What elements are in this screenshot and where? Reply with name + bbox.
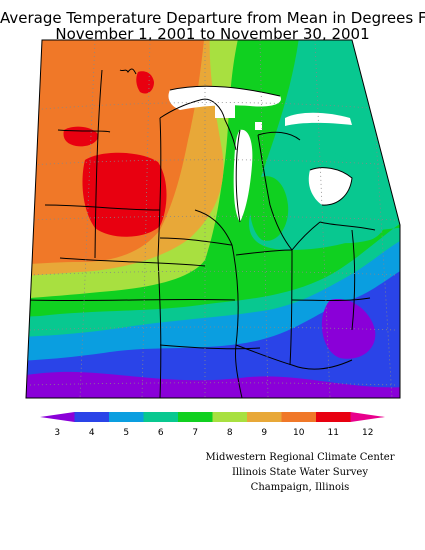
legend-label: 12 xyxy=(362,428,373,438)
lake-huron-body xyxy=(308,167,352,206)
band-11-north xyxy=(63,126,99,147)
legend-swatch-4 xyxy=(178,412,213,422)
legend-label: 3 xyxy=(54,428,60,438)
legend-label: 7 xyxy=(192,428,198,438)
legend-swatch-0 xyxy=(40,412,75,422)
legend-swatch-2 xyxy=(109,412,144,422)
legend-swatch-8 xyxy=(316,412,351,422)
state-line-iowa-north xyxy=(159,237,233,246)
band-7-lake-region xyxy=(249,176,289,241)
state-line-ohio xyxy=(291,297,371,301)
lake-superior xyxy=(168,86,281,110)
lake-huron-shore xyxy=(309,167,353,206)
lake-michigan-shore xyxy=(235,129,241,223)
legend-labels: 3 4 5 6 7 8 9 10 11 12 xyxy=(54,428,373,438)
state-line-illinois-north xyxy=(235,249,293,256)
lake-huron-north xyxy=(285,112,352,126)
legend-label: 11 xyxy=(328,428,339,438)
band-11-core xyxy=(82,152,167,237)
legend-swatch-3 xyxy=(143,412,178,422)
legend-label: 6 xyxy=(158,428,164,438)
state-line-minnesota-iowa xyxy=(157,117,162,398)
credit-mrcc: Midwestern Regional Climate Center xyxy=(205,452,395,463)
legend-label: 10 xyxy=(293,428,305,438)
state-line-wisconsin-south xyxy=(194,209,233,246)
border-notch xyxy=(119,68,137,75)
credit-isws: Illinois State Water Survey xyxy=(231,467,368,478)
lake-michigan-edge xyxy=(233,129,253,222)
state-line-north-dakota xyxy=(57,129,111,133)
state-line-missouri xyxy=(159,344,261,350)
michigan-outline xyxy=(257,134,321,251)
legend-label: 4 xyxy=(89,428,95,438)
temperature-field xyxy=(26,40,400,398)
state-line-dakota xyxy=(44,204,161,211)
graticule xyxy=(29,40,396,398)
legend-label: 9 xyxy=(261,428,267,438)
map-frame xyxy=(25,39,401,399)
map-title: Average Temperature Departure from Mean … xyxy=(0,9,425,27)
legend-swatch-7 xyxy=(281,412,316,422)
state-line-pennsylvania xyxy=(351,229,356,331)
legend-label: 5 xyxy=(123,428,129,438)
lake-erie-shore xyxy=(319,221,376,231)
legend-swatch-5 xyxy=(212,412,247,422)
state-line-south-kansas xyxy=(27,298,236,302)
state-line-wisconsin-north xyxy=(159,98,237,151)
lake-patch xyxy=(255,122,262,130)
michigan-north xyxy=(257,131,301,141)
band-3-east-core xyxy=(321,299,376,359)
legend-swatch-9 xyxy=(350,412,385,422)
boundaries xyxy=(27,68,376,398)
state-line-west xyxy=(94,69,103,259)
map-date-range: November 1, 2001 to November 30, 2001 xyxy=(55,25,370,43)
lake-superior-shore xyxy=(169,85,281,97)
state-line-ohio-river xyxy=(235,344,353,370)
state-line-nebraska xyxy=(59,257,206,267)
state-line-indiana xyxy=(289,249,293,366)
state-line-illinois-west xyxy=(231,244,243,398)
legend-swatch-6 xyxy=(247,412,282,422)
legend-swatch-1 xyxy=(74,412,109,422)
legend-label: 8 xyxy=(227,428,233,438)
credit-location: Champaign, Illinois xyxy=(250,482,350,493)
legend-swatches xyxy=(40,412,385,422)
